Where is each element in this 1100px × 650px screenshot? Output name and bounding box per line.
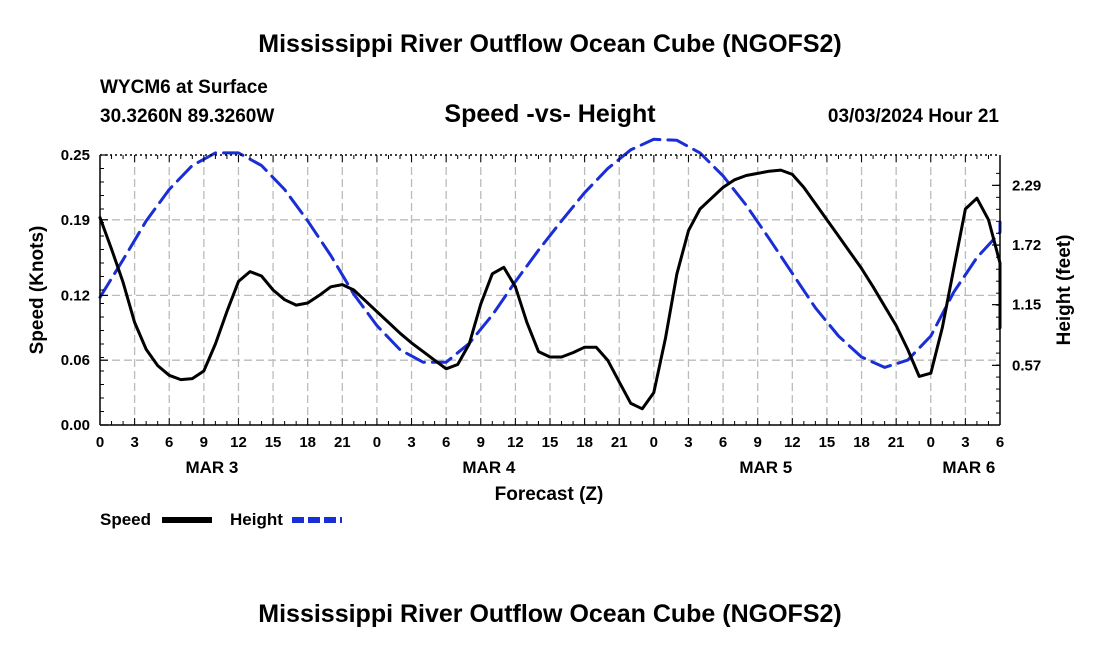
x-tick-label: 6 — [719, 434, 727, 451]
grid — [100, 155, 1000, 425]
forecast-date: 03/03/2024 Hour 21 — [827, 106, 999, 127]
x-tick-label: 21 — [334, 434, 351, 451]
speed-series — [98, 168, 1002, 411]
x-tick-label: 9 — [477, 434, 485, 451]
y2-axis-label: Height (feet) — [1054, 235, 1075, 346]
x-tick-label: 18 — [853, 434, 870, 451]
legend-height-label: Height — [230, 510, 283, 529]
x-axis-label: Forecast (Z) — [495, 484, 604, 505]
speed-line — [98, 168, 1002, 411]
x-tick-label: 15 — [819, 434, 836, 451]
x-tick-label: 3 — [684, 434, 692, 451]
x-tick-label: 18 — [299, 434, 316, 451]
x-date-label: MAR 6 — [942, 458, 995, 477]
y2-tick-label: 0.57 — [1012, 357, 1041, 374]
x-tick-label: 6 — [996, 434, 1004, 451]
y-tick-label: 0.06 — [61, 352, 90, 369]
station-coords: 30.3260N 89.3260W — [100, 106, 275, 127]
y2-tick-label: 1.15 — [1012, 297, 1041, 314]
x-date-label: MAR 4 — [462, 458, 515, 477]
y2-tick-label: 1.72 — [1012, 237, 1041, 254]
legend-speed-label: Speed — [100, 510, 151, 529]
height-line — [98, 137, 1002, 369]
axes — [99, 154, 1001, 426]
x-tick-label: 9 — [200, 434, 208, 451]
x-tick-label: 3 — [407, 434, 415, 451]
x-tick-label: 15 — [542, 434, 559, 451]
y-tick-label: 0.25 — [61, 147, 90, 164]
x-tick-label: 9 — [754, 434, 762, 451]
tick-labels: 0 3 6 9 12 15 18 21 0 3 6 9 12 15 18 21 0 3 6 9 12 15 18 21 0 3 6M… — [61, 147, 1041, 477]
x-tick-label: 18 — [576, 434, 593, 451]
height-series — [98, 137, 1002, 369]
x-tick-label: 21 — [611, 434, 628, 451]
x-tick-label: 3 — [961, 434, 969, 451]
chart-subtitle: Speed -vs- Height — [444, 100, 656, 128]
station-name: WYCM6 at Surface — [100, 77, 268, 98]
x-tick-label: 12 — [784, 434, 801, 451]
x-tick-label: 15 — [265, 434, 282, 451]
x-date-label: MAR 5 — [739, 458, 792, 477]
x-tick-label: 12 — [230, 434, 247, 451]
x-tick-label: 0 — [96, 434, 104, 451]
x-tick-label: 0 — [650, 434, 658, 451]
x-tick-label: 6 — [165, 434, 173, 451]
x-tick-label: 12 — [507, 434, 524, 451]
x-tick-label: 0 — [927, 434, 935, 451]
x-tick-label: 3 — [130, 434, 138, 451]
chart-title: Mississippi River Outflow Ocean Cube (NG… — [258, 30, 842, 58]
y-tick-label: 0.12 — [61, 287, 90, 304]
y-axis-label: Speed (Knots) — [27, 226, 48, 355]
y-tick-label: 0.00 — [61, 417, 90, 434]
x-tick-label: 0 — [373, 434, 381, 451]
y2-tick-label: 2.29 — [1012, 177, 1041, 194]
x-date-label: MAR 3 — [185, 458, 238, 477]
x-tick-label: 21 — [888, 434, 905, 451]
x-tick-label: 6 — [442, 434, 450, 451]
legend: Speed Height — [100, 510, 342, 529]
bottom-title: Mississippi River Outflow Ocean Cube (NG… — [258, 600, 842, 628]
y-tick-label: 0.19 — [61, 212, 90, 229]
